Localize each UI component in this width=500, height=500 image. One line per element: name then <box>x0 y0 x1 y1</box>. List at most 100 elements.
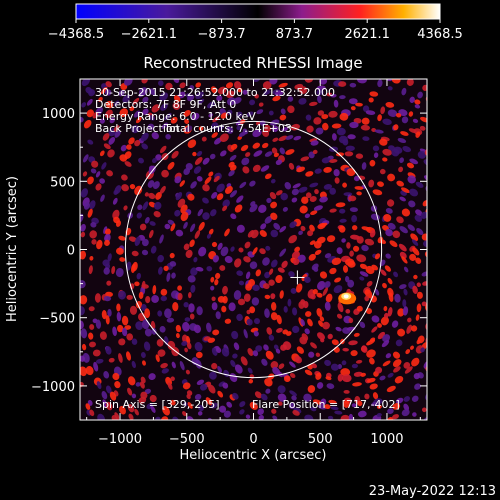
heatmap-blob <box>249 99 256 106</box>
heatmap-blob <box>264 294 271 300</box>
heatmap-blob <box>387 109 398 117</box>
heatmap-blob <box>287 96 294 102</box>
heatmap-blob <box>228 170 235 177</box>
heatmap-blob <box>245 271 251 280</box>
heatmap-blob <box>153 201 162 210</box>
y-tick-label: −1000 <box>31 380 75 395</box>
heatmap-blob <box>166 317 175 323</box>
heatmap-blob <box>187 275 196 283</box>
heatmap-blob <box>86 98 93 106</box>
heatmap-blob <box>222 205 228 212</box>
heatmap-blob <box>412 247 420 256</box>
heatmap-blob <box>88 265 93 275</box>
heatmap-blob <box>309 196 317 202</box>
heatmap-blob <box>316 292 323 298</box>
heatmap-blob <box>374 253 381 260</box>
heatmap-blob <box>386 199 395 207</box>
heatmap-blob <box>120 144 127 152</box>
heatmap-blob <box>359 263 368 270</box>
heatmap-blob <box>356 191 362 196</box>
heatmap-blob <box>348 340 358 346</box>
heatmap-blob <box>160 362 168 369</box>
x-tick-label: −500 <box>169 432 205 447</box>
heatmap-blob <box>177 285 183 291</box>
heatmap-blob <box>401 256 408 264</box>
heatmap-blob <box>305 171 314 177</box>
colorbar-gradient <box>75 3 441 20</box>
heatmap-blob <box>318 404 327 410</box>
heatmap-blob <box>385 228 393 237</box>
heatmap-blob <box>175 333 180 339</box>
heatmap-blob <box>224 255 233 264</box>
heatmap-blob <box>310 406 317 412</box>
heatmap-blob <box>392 359 402 368</box>
heatmap-blob <box>208 384 216 394</box>
heatmap-blob <box>404 366 413 374</box>
heatmap-blob <box>306 125 314 133</box>
heatmap-blob <box>330 363 339 371</box>
heatmap-blob <box>252 247 258 255</box>
heatmap-blob <box>342 265 349 273</box>
heatmap-blob <box>278 363 285 369</box>
heatmap-blob <box>331 339 339 346</box>
heatmap-blob <box>391 320 399 328</box>
heatmap-blob <box>170 116 178 124</box>
heatmap-blob <box>80 366 87 377</box>
heatmap-blob <box>90 222 97 228</box>
heatmap-blob <box>217 86 227 95</box>
heatmap-blob <box>159 234 164 244</box>
heatmap-blob <box>147 180 155 188</box>
heatmap-blob <box>343 389 350 394</box>
heatmap-blob <box>216 347 222 353</box>
heatmap-blob <box>248 379 254 384</box>
x-tick-label: 0 <box>249 432 257 447</box>
heatmap-blob <box>87 139 94 145</box>
heatmap-blob <box>118 235 126 241</box>
heatmap-blob <box>424 148 427 156</box>
heatmap-blob <box>142 108 149 115</box>
heatmap-blob <box>173 79 180 84</box>
heatmap-blob <box>415 131 421 138</box>
heatmap-blob <box>346 242 351 249</box>
heatmap-blob <box>351 215 358 223</box>
heatmap-blob <box>349 82 357 88</box>
heatmap-blob <box>309 240 316 245</box>
heatmap-blob <box>105 81 112 88</box>
heatmap-blob <box>393 271 399 278</box>
heatmap-blob <box>283 306 288 313</box>
heatmap-blob <box>145 296 151 304</box>
heatmap-blob <box>147 123 155 131</box>
heatmap-blob <box>254 318 260 325</box>
heatmap-blob <box>137 204 143 211</box>
heatmap-blob <box>352 225 358 231</box>
heatmap-blob <box>211 296 216 302</box>
heatmap-blob <box>140 391 148 399</box>
heatmap-blob <box>126 294 133 300</box>
heatmap-blob <box>334 277 342 283</box>
heatmap-blob <box>80 328 88 339</box>
heatmap-blob <box>206 266 213 272</box>
heatmap-blob <box>140 352 146 358</box>
heatmap-blob <box>83 119 92 129</box>
heatmap-blob <box>409 158 419 165</box>
heatmap-blob <box>149 394 157 403</box>
heatmap-blob <box>414 383 421 390</box>
heatmap-blob <box>369 383 378 390</box>
heatmap-blob <box>229 190 238 198</box>
heatmap-blob <box>375 366 383 374</box>
heatmap-blob <box>189 239 195 248</box>
heatmap-blob <box>285 149 295 155</box>
spin-axis-label: Spin Axis = [329,-205] <box>95 398 220 411</box>
total-counts-label: Total counts: 7.54E+03 <box>163 122 292 135</box>
heatmap-blob <box>180 211 189 222</box>
heatmap-blob <box>224 186 233 194</box>
heatmap-blob <box>319 196 328 203</box>
heatmap-blob <box>270 302 277 311</box>
heatmap-blob <box>191 112 200 121</box>
footer-timestamp: 23-May-2022 12:13 <box>369 484 496 499</box>
heatmap-blob <box>327 333 333 340</box>
heatmap-blob <box>103 371 110 379</box>
heatmap-blobs <box>80 79 427 420</box>
heatmap-blob <box>80 231 86 238</box>
